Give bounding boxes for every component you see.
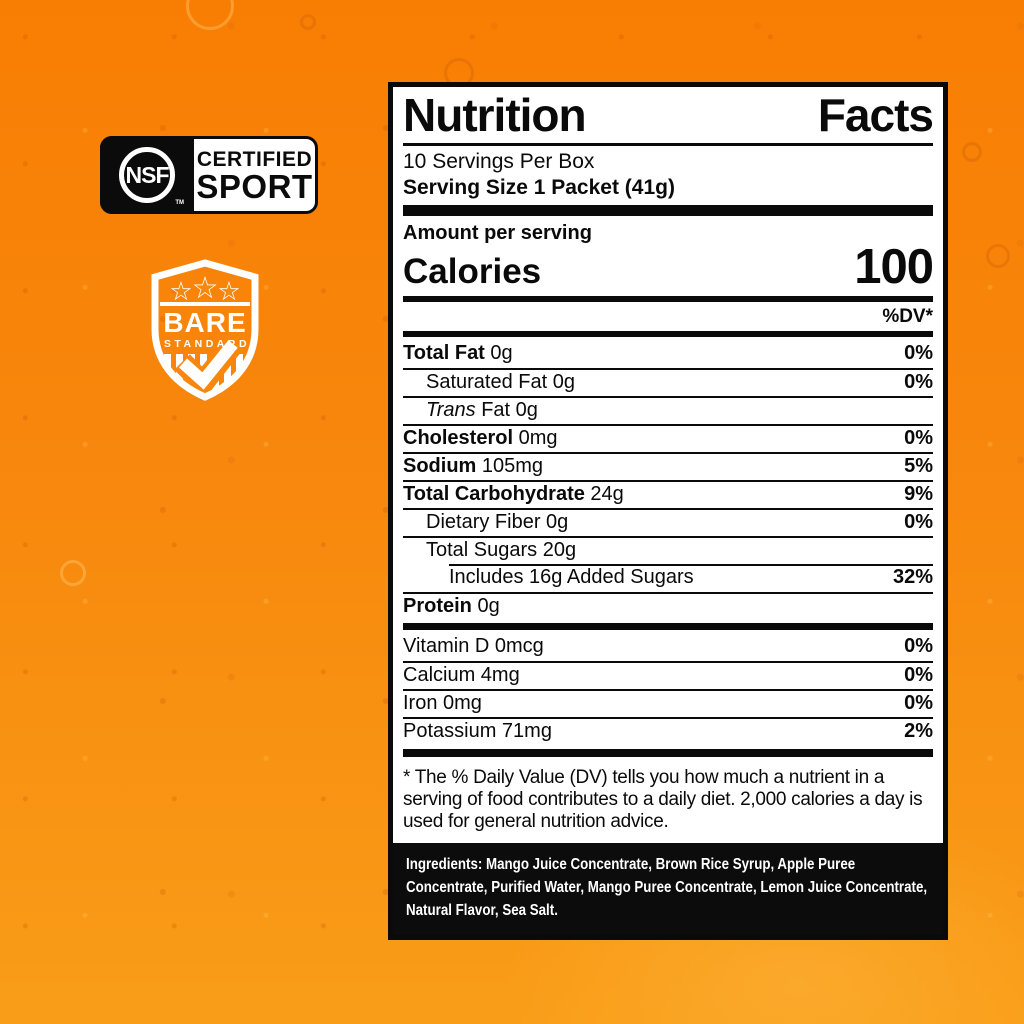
vitamin-name: Calcium 4mg bbox=[403, 664, 520, 687]
nutrient-row: Total Carbohydrate 24g 9% bbox=[403, 479, 933, 508]
droplet-ring bbox=[962, 142, 982, 162]
vitamin-daily-value: 0% bbox=[904, 635, 933, 658]
nutrient-row: Cholesterol 0mg 0% bbox=[403, 423, 933, 452]
bare-standard-shield-badge: ★ ★ ★ BARE STANDARD bbox=[144, 256, 266, 409]
amount-per-serving-label: Amount per serving bbox=[403, 221, 592, 244]
servings-per-box: 10 Servings Per Box bbox=[403, 150, 595, 173]
nutrient-name: Cholesterol 0mg bbox=[403, 427, 558, 450]
vitamin-row: Vitamin D 0mcg 0% bbox=[403, 633, 933, 661]
calories-row: Calories 100 bbox=[403, 239, 934, 294]
daily-value-header: %DV* bbox=[882, 305, 933, 327]
divider-bar-medium bbox=[403, 330, 933, 337]
nutrient-daily-value: 0% bbox=[904, 371, 933, 394]
droplet-ring bbox=[186, 0, 234, 30]
vitamin-name: Vitamin D 0mcg bbox=[403, 635, 544, 658]
nsf-certified-label: CERTIFIED bbox=[196, 148, 313, 171]
nutrient-row: Includes 16g Added Sugars 32% bbox=[403, 563, 933, 592]
shield-icon: ★ ★ ★ BARE STANDARD bbox=[151, 259, 259, 401]
vitamin-daily-value: 0% bbox=[904, 664, 933, 687]
nsf-trademark: TM bbox=[175, 200, 184, 206]
nutrition-facts-panel: Nutrition Facts 10 Servings Per Box Serv… bbox=[388, 82, 948, 940]
nsf-logo: NSF TM bbox=[100, 136, 194, 214]
nutrient-daily-value: 32% bbox=[892, 566, 933, 589]
vitamin-name: Potassium 71mg bbox=[403, 720, 552, 743]
nsf-circle-icon: NSF bbox=[119, 147, 175, 203]
vitamin-daily-value: 0% bbox=[904, 692, 933, 715]
star-icon: ★ bbox=[172, 281, 190, 303]
nutrient-name: Protein 0g bbox=[403, 595, 500, 618]
nutrient-rows: Total Fat 0g 0% Saturated Fat 0g 0% Tran… bbox=[403, 340, 933, 620]
nutrient-name: Total Sugars 20g bbox=[426, 539, 577, 562]
droplet-ring bbox=[986, 244, 1010, 268]
ingredients-list: Mango Juice Concentrate, Brown Rice Syru… bbox=[406, 856, 928, 919]
nutrient-name: Total Carbohydrate 24g bbox=[403, 483, 624, 506]
standard-label: STANDARD bbox=[164, 338, 250, 350]
divider-bar-thick bbox=[403, 205, 933, 216]
nsf-certified-sport-badge: NSF TM CERTIFIED SPORT bbox=[100, 136, 318, 214]
nutrient-name: Total Fat 0g bbox=[403, 342, 513, 365]
nutrient-daily-value: 5% bbox=[904, 455, 933, 478]
nutrient-name: Includes 16g Added Sugars bbox=[449, 566, 694, 589]
star-icon: ★ bbox=[220, 281, 238, 303]
nutrient-row: Total Fat 0g 0% bbox=[403, 340, 933, 368]
nutrient-name: Dietary Fiber 0g bbox=[426, 511, 569, 534]
vitamin-rows: Vitamin D 0mcg 0% Calcium 4mg 0% Iron 0m… bbox=[403, 633, 933, 745]
nutrient-row: Trans Fat 0g bbox=[403, 395, 933, 424]
nutrient-row: Total Sugars 20g bbox=[403, 535, 933, 564]
calories-label: Calories bbox=[403, 251, 542, 291]
nutrient-row: Saturated Fat 0g 0% bbox=[403, 367, 933, 396]
nutrient-row: Protein 0g bbox=[403, 591, 933, 620]
nutrient-row: Dietary Fiber 0g 0% bbox=[403, 507, 933, 536]
divider-bar-thick bbox=[403, 748, 933, 757]
star-icon: ★ bbox=[194, 275, 216, 302]
calories-value: 100 bbox=[854, 239, 934, 294]
ingredients-box: Ingredients: Mango Juice Concentrate, Br… bbox=[393, 843, 943, 935]
droplet-ring bbox=[300, 14, 316, 30]
bare-label: BARE bbox=[163, 307, 246, 338]
nutrient-daily-value: 0% bbox=[904, 427, 933, 450]
nsf-sport-label: SPORT bbox=[196, 168, 313, 205]
nutrient-row: Sodium 105mg 5% bbox=[403, 451, 933, 480]
serving-size: Serving Size 1 Packet (41g) bbox=[403, 176, 675, 199]
vitamin-row: Iron 0mg 0% bbox=[403, 688, 933, 717]
nutrient-daily-value: 9% bbox=[904, 483, 933, 506]
ingredients-text: Ingredients: Mango Juice Concentrate, Br… bbox=[406, 853, 930, 922]
nutrient-daily-value: 0% bbox=[904, 342, 933, 365]
vitamin-daily-value: 2% bbox=[904, 720, 933, 743]
checkmark-icon bbox=[178, 340, 238, 390]
nsf-badge-text: CERTIFIED SPORT bbox=[194, 139, 315, 211]
shield-outline bbox=[151, 259, 259, 401]
ingredients-label: Ingredients: bbox=[406, 856, 483, 873]
vitamin-name: Iron 0mg bbox=[403, 692, 482, 715]
divider-bar-medium bbox=[403, 622, 933, 630]
nutrient-name: Trans Fat 0g bbox=[426, 399, 538, 422]
divider-bar-medium bbox=[403, 295, 933, 302]
nutrition-facts-title: Nutrition Facts bbox=[403, 91, 934, 146]
nutrient-name: Saturated Fat 0g bbox=[426, 371, 575, 394]
nutrient-daily-value: 0% bbox=[904, 511, 933, 534]
nutrient-name: Sodium 105mg bbox=[403, 455, 544, 478]
nsf-brand-text: NSF bbox=[125, 161, 170, 188]
vitamin-row: Potassium 71mg 2% bbox=[403, 716, 933, 745]
vitamin-row: Calcium 4mg 0% bbox=[403, 660, 933, 689]
daily-value-footnote: * The % Daily Value (DV) tells you how m… bbox=[403, 766, 923, 832]
droplet-ring bbox=[60, 560, 86, 586]
